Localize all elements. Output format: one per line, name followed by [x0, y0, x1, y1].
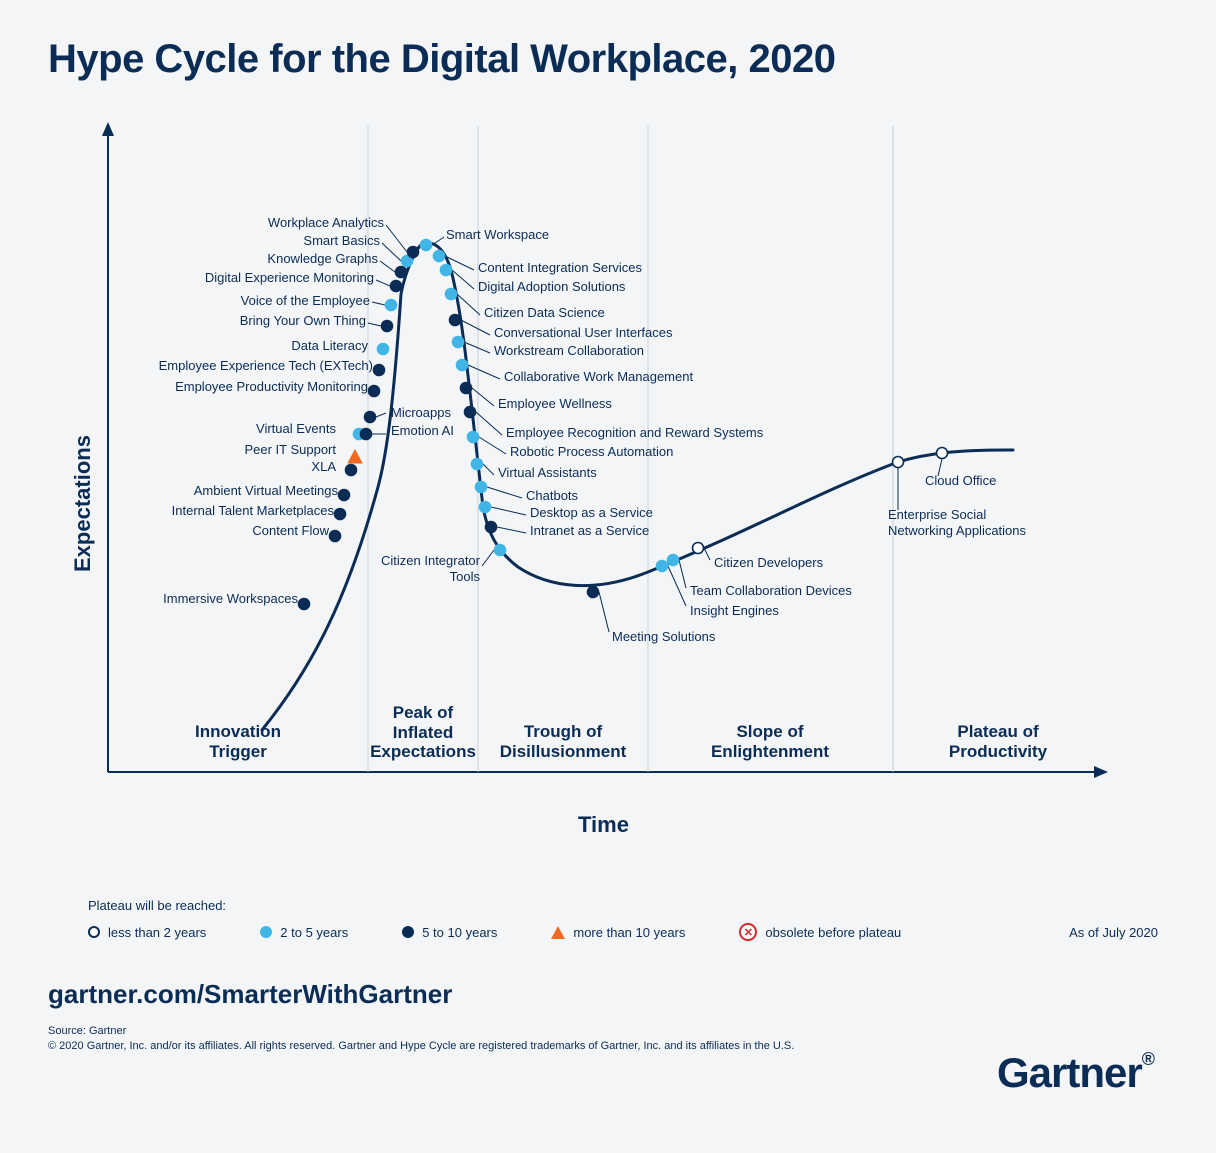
legend: Plateau will be reached: less than 2 yea… — [48, 898, 1168, 941]
footer-source: Source: Gartner — [48, 1024, 1168, 1039]
tech-label: Content Integration Services — [478, 260, 642, 276]
tech-label: Peer IT Support — [244, 442, 336, 458]
chart-title: Hype Cycle for the Digital Workplace, 20… — [48, 36, 1168, 82]
hype-cycle-chart: Innovation TriggerPeak of Inflated Expec… — [48, 112, 1148, 892]
gartner-logo-text: Gartner — [997, 1049, 1142, 1096]
tech-label: Enterprise Social Networking Application… — [888, 507, 1026, 538]
legend-item-label: 5 to 10 years — [422, 925, 497, 940]
page: Hype Cycle for the Digital Workplace, 20… — [0, 0, 1216, 1153]
tech-label: Digital Adoption Solutions — [478, 279, 625, 295]
tech-label: Employee Recognition and Reward Systems — [506, 425, 763, 441]
legend-item: more than 10 years — [551, 925, 685, 940]
tech-label: Internal Talent Marketplaces — [172, 503, 334, 519]
legend-item: less than 2 years — [88, 925, 206, 940]
legend-title: Plateau will be reached: — [88, 898, 1168, 913]
tech-label: Chatbots — [526, 488, 578, 504]
tech-label: Citizen Integrator Tools — [381, 553, 480, 584]
gartner-logo: Gartner® — [997, 1049, 1154, 1097]
tech-label: Employee Productivity Monitoring — [175, 379, 368, 395]
tech-label: Cloud Office — [925, 473, 996, 489]
gartner-logo-dot: ® — [1142, 1049, 1154, 1069]
chart-svg — [48, 112, 1148, 812]
legend-triangle-icon — [551, 926, 565, 939]
tech-label: Content Flow — [252, 523, 329, 539]
tech-label: Microapps — [391, 405, 451, 421]
legend-item: 2 to 5 years — [260, 925, 348, 940]
phase-label: Plateau of Productivity — [908, 722, 1088, 761]
tech-label: Data Literacy — [291, 338, 368, 354]
tech-label: Citizen Developers — [714, 555, 823, 571]
legend-item-label: obsolete before plateau — [765, 925, 901, 940]
tech-label: Intranet as a Service — [530, 523, 649, 539]
tech-label: Virtual Events — [256, 421, 336, 437]
legend-item-label: 2 to 5 years — [280, 925, 348, 940]
legend-circle-icon — [402, 926, 414, 938]
tech-label: XLA — [311, 459, 336, 475]
tech-label: Meeting Solutions — [612, 629, 715, 645]
tech-label: Team Collaboration Devices — [690, 583, 852, 599]
y-axis-label: Expectations — [70, 435, 96, 572]
tech-label: Insight Engines — [690, 603, 779, 619]
tech-label: Smart Basics — [303, 233, 380, 249]
tech-label: Voice of the Employee — [241, 293, 370, 309]
footer: gartner.com/SmarterWithGartner Source: G… — [48, 979, 1168, 1054]
as-of-date: As of July 2020 — [1069, 925, 1158, 940]
legend-item-label: less than 2 years — [108, 925, 206, 940]
tech-label: Smart Workspace — [446, 227, 549, 243]
legend-item: ✕ obsolete before plateau — [739, 923, 901, 941]
legend-obsolete-icon: ✕ — [739, 923, 757, 941]
tech-label: Citizen Data Science — [484, 305, 605, 321]
phase-label: Innovation Trigger — [148, 722, 328, 761]
tech-label: Collaborative Work Management — [504, 369, 693, 385]
legend-item-label: more than 10 years — [573, 925, 685, 940]
tech-label: Workplace Analytics — [268, 215, 384, 231]
tech-label: Workstream Collaboration — [494, 343, 644, 359]
tech-label: Robotic Process Automation — [510, 444, 673, 460]
phase-label: Trough of Disillusionment — [473, 722, 653, 761]
tech-label: Emotion AI — [391, 423, 454, 439]
legend-circle-icon — [88, 926, 100, 938]
tech-label: Conversational User Interfaces — [494, 325, 672, 341]
tech-label: Digital Experience Monitoring — [205, 270, 374, 286]
tech-label: Immersive Workspaces — [163, 591, 298, 607]
tech-label: Employee Experience Tech (EXTech) — [159, 358, 373, 374]
tech-label: Bring Your Own Thing — [240, 313, 366, 329]
footer-url: gartner.com/SmarterWithGartner — [48, 979, 1168, 1010]
tech-label: Employee Wellness — [498, 396, 612, 412]
legend-circle-icon — [260, 926, 272, 938]
legend-item: 5 to 10 years — [402, 925, 497, 940]
tech-label: Desktop as a Service — [530, 505, 653, 521]
phase-label: Slope of Enlightenment — [680, 722, 860, 761]
tech-label: Ambient Virtual Meetings — [194, 483, 338, 499]
tech-label: Virtual Assistants — [498, 465, 597, 481]
tech-label: Knowledge Graphs — [267, 251, 378, 267]
x-axis-label: Time — [578, 812, 629, 838]
